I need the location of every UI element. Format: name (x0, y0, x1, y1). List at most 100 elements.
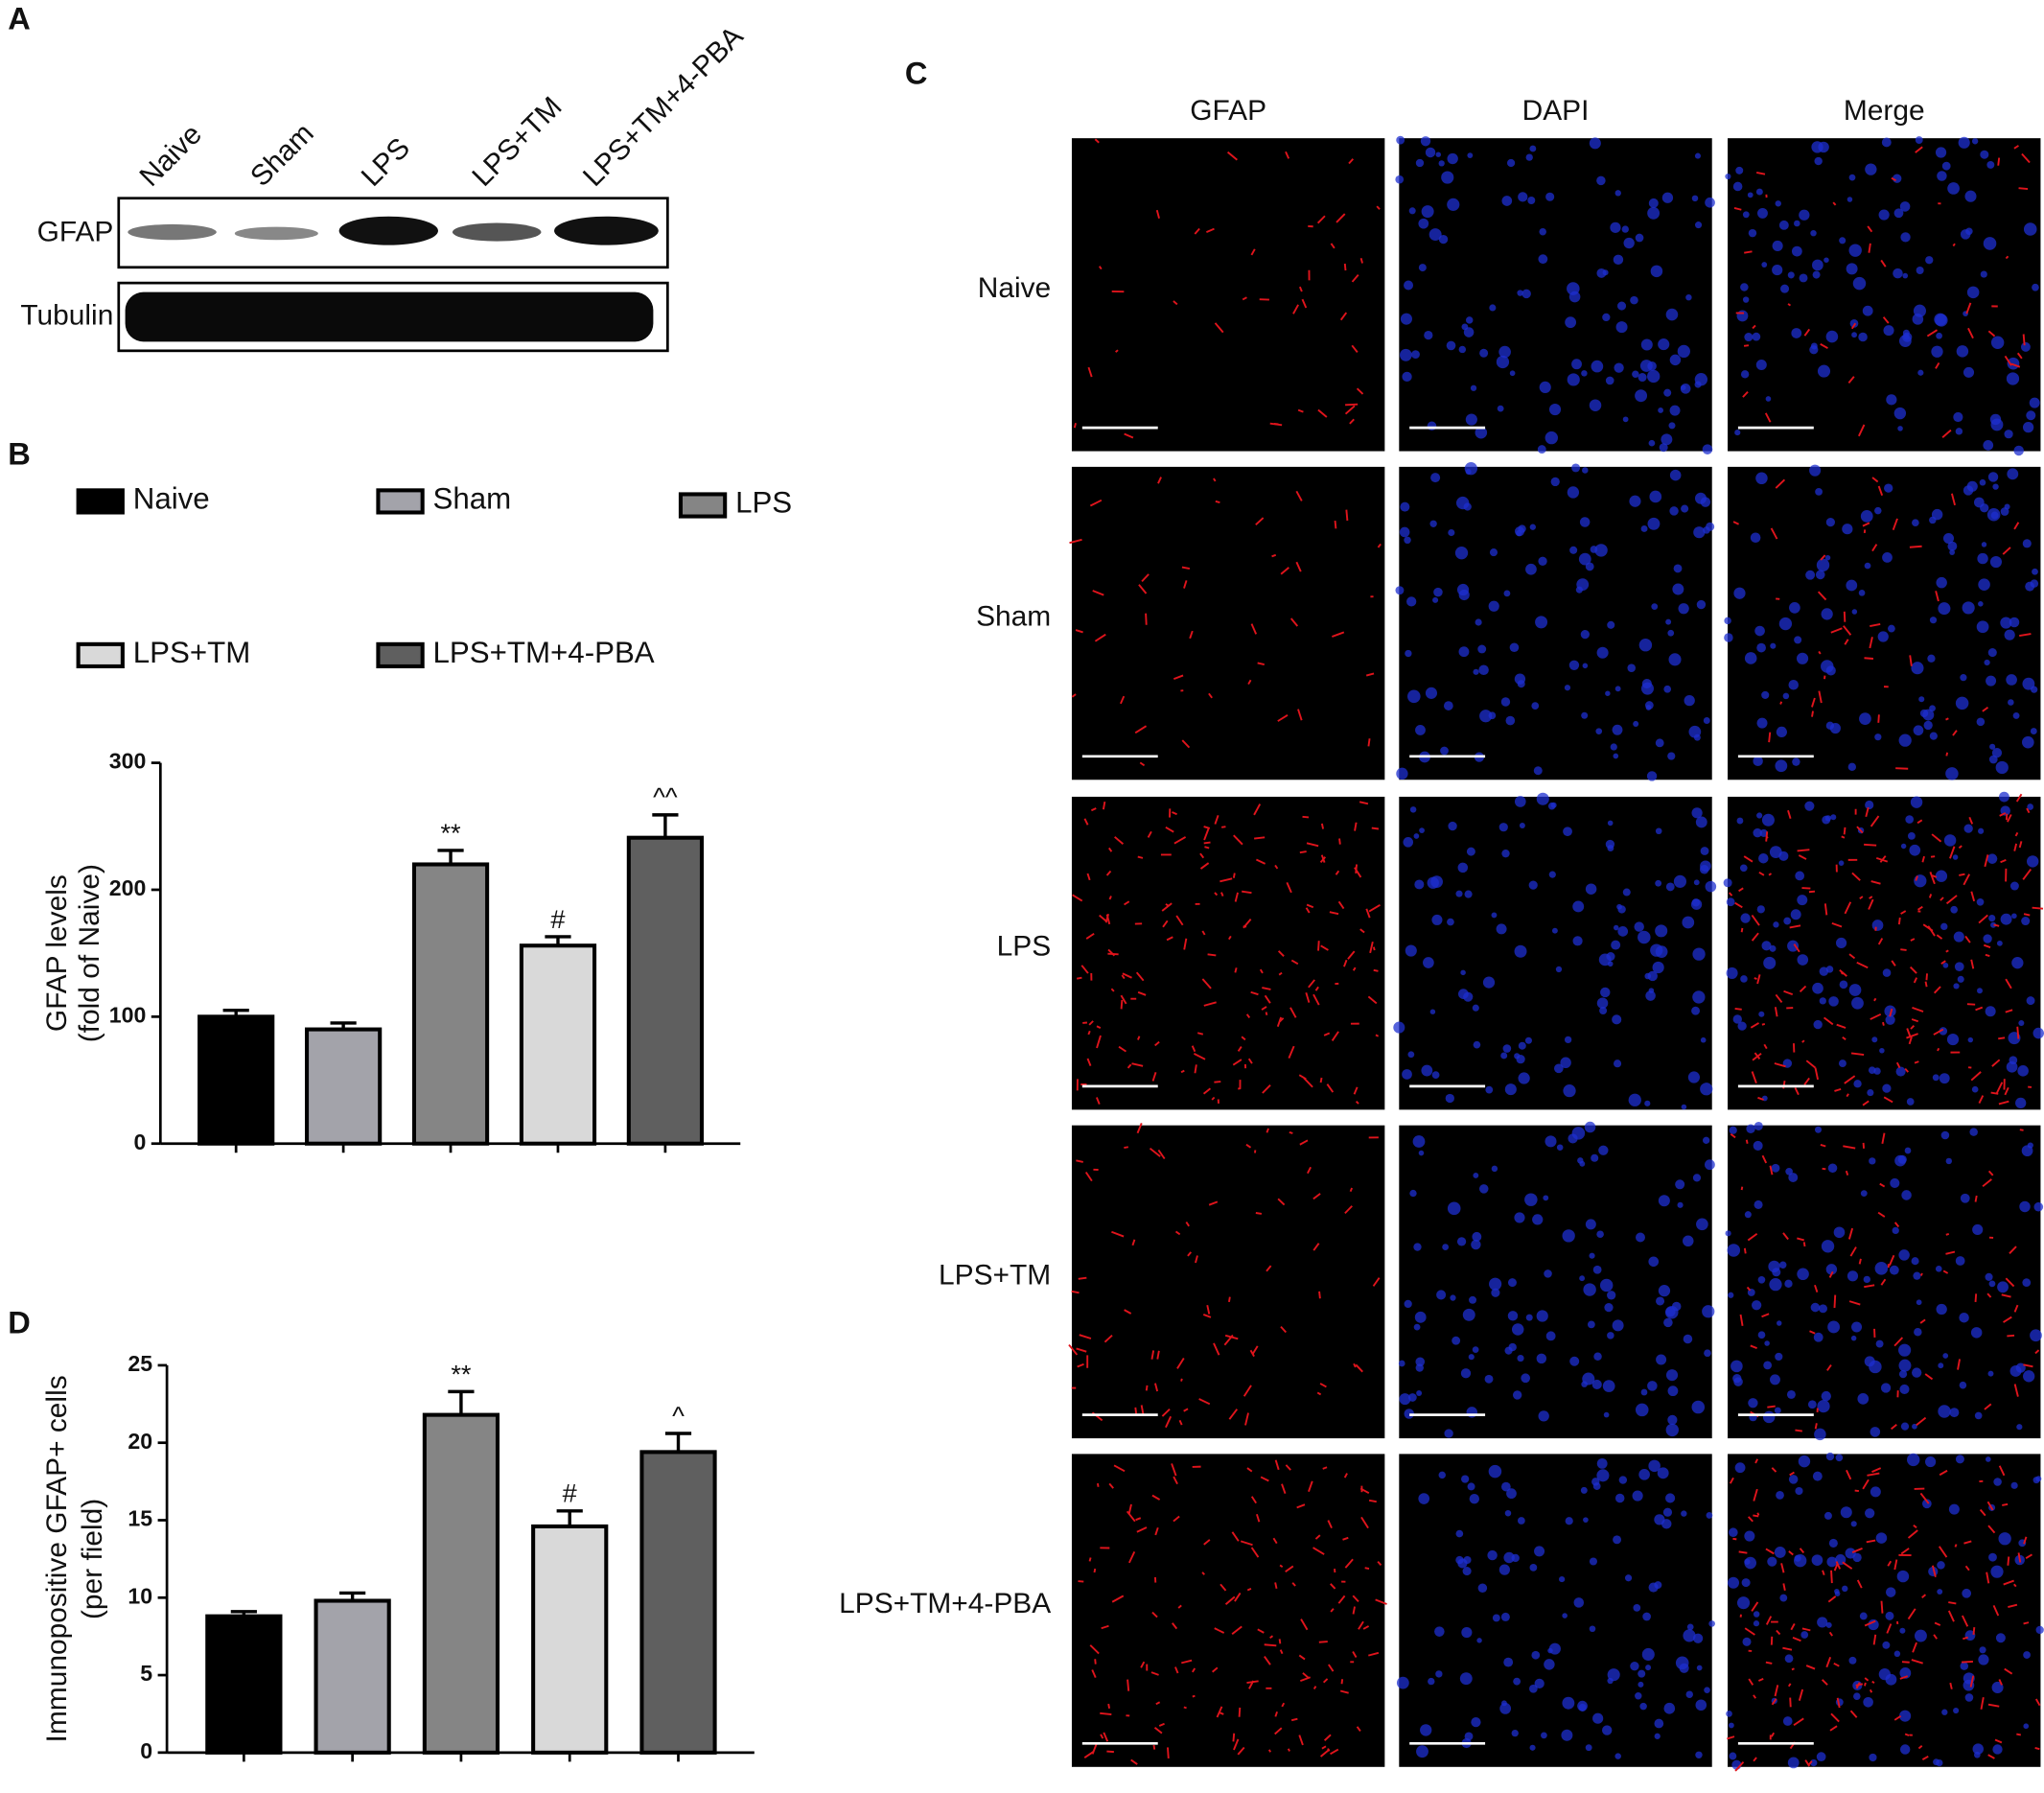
nucleus (1665, 618, 1672, 625)
astrocyte (1136, 1526, 1148, 1533)
astrocyte (1208, 1200, 1219, 1206)
astrocyte (1251, 1345, 1259, 1355)
nucleus (1882, 552, 1893, 563)
astrocyte (1949, 846, 1956, 859)
nucleus (1869, 1157, 1876, 1165)
nucleus (1441, 171, 1454, 184)
significance-mark: ** (451, 1359, 472, 1388)
astrocyte (1277, 713, 1289, 722)
nucleus (1654, 1718, 1664, 1729)
nucleus (1756, 642, 1766, 653)
nucleus (1569, 1356, 1580, 1366)
nucleus (1925, 256, 1934, 265)
nucleus (1639, 1702, 1647, 1711)
nucleus (1658, 408, 1664, 413)
astrocyte (1869, 1688, 1873, 1693)
nucleus (1531, 1650, 1541, 1660)
nucleus (1754, 1199, 1763, 1210)
astrocyte (1830, 627, 1843, 634)
astrocyte (1820, 554, 1826, 561)
nucleus (1457, 862, 1469, 873)
nucleus (1547, 802, 1556, 810)
astrocyte (1122, 972, 1132, 979)
astrocyte (1211, 1096, 1216, 1101)
nucleus (1744, 333, 1754, 342)
nucleus (1648, 439, 1656, 447)
astrocyte (1941, 429, 1952, 438)
astrocyte (1904, 1733, 1910, 1736)
nucleus (1603, 1411, 1610, 1418)
nucleus (1945, 767, 1959, 780)
nucleus (1694, 373, 1708, 386)
nucleus (1976, 717, 1986, 727)
astrocyte (1347, 950, 1356, 960)
astrocyte (1940, 960, 1946, 965)
nucleus (1427, 421, 1437, 431)
astrocyte (1327, 1520, 1333, 1529)
nucleus (1740, 283, 1749, 291)
nucleus (1798, 1455, 1811, 1468)
astrocyte (1174, 1666, 1179, 1674)
astrocyte (1327, 1748, 1331, 1752)
nucleus (2009, 1056, 2018, 1065)
nucleus (1500, 1612, 1510, 1621)
astrocyte (1219, 1712, 1224, 1715)
astrocyte (1274, 1727, 1283, 1735)
astrocyte (1295, 561, 1302, 572)
lane-label: Naive (134, 119, 208, 193)
row-label: LPS (997, 931, 1052, 963)
nucleus (1469, 1295, 1477, 1304)
nucleus (1665, 882, 1675, 892)
nucleus (2007, 468, 2019, 480)
nucleus (1663, 1317, 1673, 1328)
astrocyte (1799, 1548, 1805, 1554)
nucleus (1414, 879, 1425, 890)
astrocyte (1970, 1071, 1982, 1082)
nucleus (1506, 1488, 1517, 1500)
nucleus (2012, 711, 2020, 719)
nucleus (1986, 507, 2001, 522)
nucleus (1648, 198, 1659, 208)
nucleus (1667, 1386, 1679, 1397)
nucleus (1840, 1506, 1852, 1519)
astrocyte (2023, 1536, 2028, 1545)
astrocyte (1233, 1738, 1240, 1751)
nucleus (1485, 1085, 1494, 1094)
astrocyte (1814, 1423, 1818, 1430)
nucleus (1438, 234, 1449, 244)
astrocyte (1376, 205, 1381, 210)
nucleus (1587, 1320, 1595, 1329)
nucleus (2022, 1278, 2032, 1288)
nucleus (1638, 1669, 1646, 1678)
nucleus (1768, 1260, 1780, 1273)
bar (626, 835, 705, 1146)
astrocyte (1909, 655, 1913, 666)
nucleus (1613, 924, 1619, 931)
nucleus (1464, 890, 1473, 898)
astrocyte (1823, 903, 1828, 916)
astrocyte (2004, 355, 2012, 366)
nucleus (1567, 486, 1580, 499)
astrocyte (1289, 1007, 1297, 1018)
micrograph (1725, 136, 2041, 456)
nucleus (1592, 1712, 1604, 1724)
nucleus (1400, 501, 1410, 512)
nucleus (1899, 1667, 1912, 1679)
nucleus (1635, 1692, 1642, 1700)
nucleus (2032, 568, 2038, 575)
nucleus (2015, 1097, 2027, 1109)
nucleus (1704, 1687, 1710, 1693)
nucleus (1686, 1623, 1694, 1631)
astrocyte (1247, 1058, 1253, 1064)
legend-swatch (376, 488, 425, 515)
nucleus (1900, 843, 1907, 850)
nucleus (1604, 1303, 1614, 1313)
nucleus (1538, 1410, 1549, 1422)
astrocyte (1782, 1232, 1789, 1241)
astrocyte (1155, 209, 1160, 219)
nucleus (1700, 1083, 1713, 1096)
astrocyte (1090, 807, 1097, 812)
nucleus (1633, 1604, 1641, 1612)
astrocyte (1891, 176, 1897, 182)
